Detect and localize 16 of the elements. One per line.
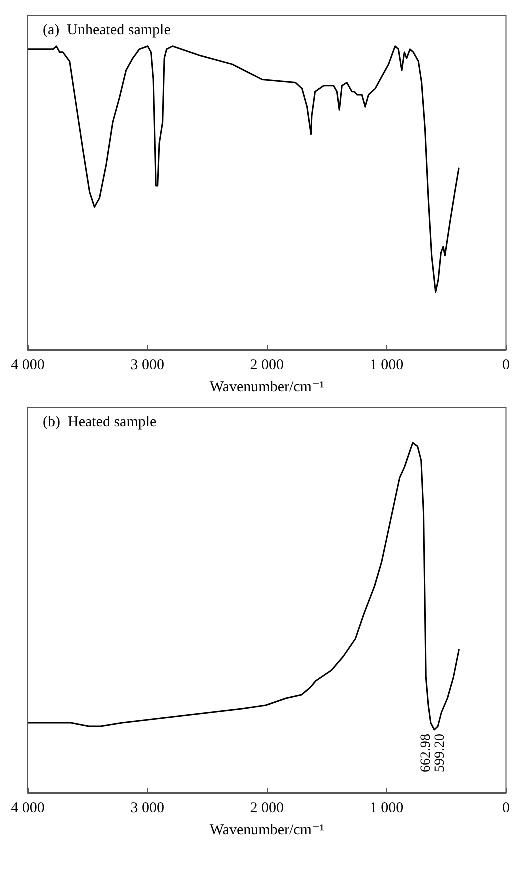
annotation: 662.98 [419,734,434,772]
chart-title: (a) Unheated sample [43,22,172,38]
x-tick-label: 3 000 [130,800,164,816]
x-tick-label: 1 000 [370,358,404,374]
x-tick-label: 2 000 [250,358,284,374]
x-tick-label: 0 [502,358,510,374]
annotation: 599.20 [433,734,448,772]
x-tick-label: 2 000 [250,800,284,816]
x-axis-title: Wavenumber/cm⁻¹ [210,822,324,838]
x-tick-label: 4 000 [11,358,45,374]
x-tick-label: 4 000 [11,800,45,816]
x-tick-label: 3 000 [130,358,164,374]
x-tick-label: 1 000 [370,800,404,816]
chart-title: (b) Heated sample [43,414,158,430]
x-axis-title: Wavenumber/cm⁻¹ [210,380,324,396]
x-tick-label: 0 [502,800,510,816]
